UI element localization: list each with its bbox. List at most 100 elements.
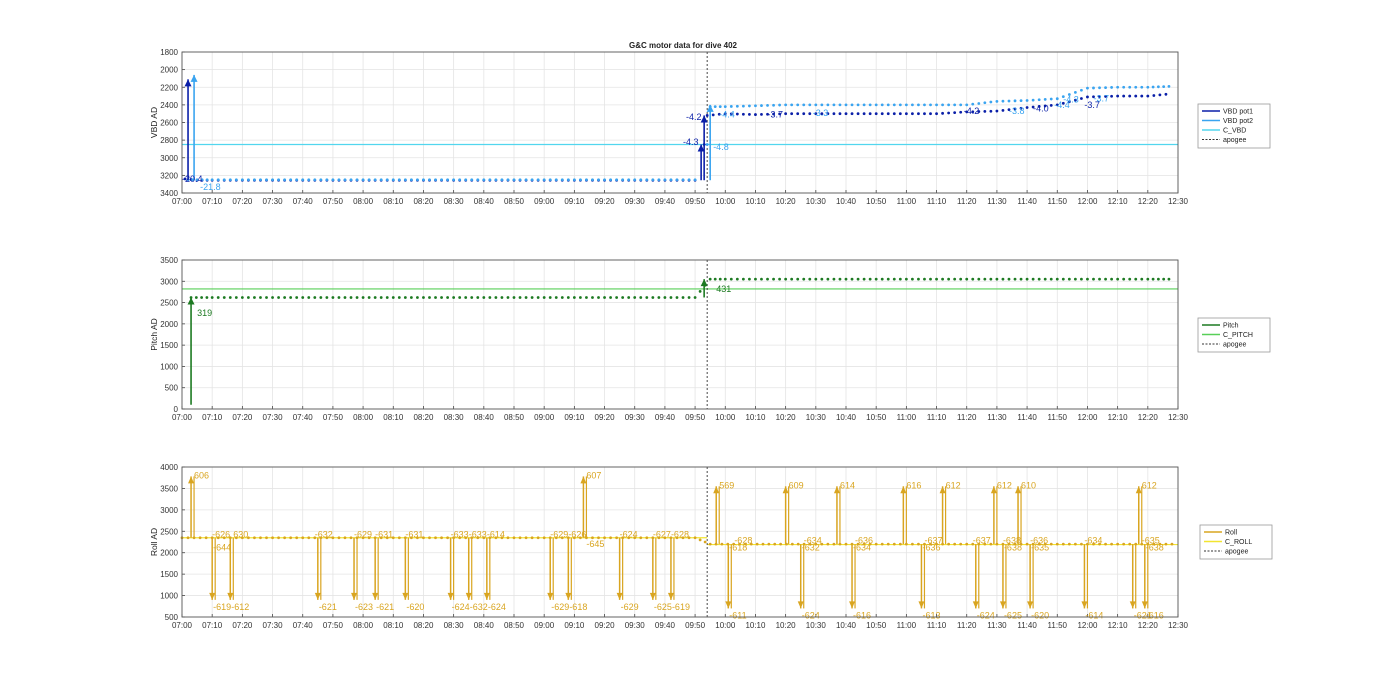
data-point xyxy=(1168,85,1171,88)
data-point xyxy=(476,296,479,299)
x-tick-label: 09:20 xyxy=(595,197,616,206)
data-point xyxy=(670,296,673,299)
pulse-label: -621 xyxy=(319,602,337,612)
x-tick-label: 08:20 xyxy=(413,621,434,630)
data-point xyxy=(313,178,316,181)
data-point xyxy=(869,112,872,115)
y-tick-label: 3000 xyxy=(160,154,178,163)
data-point xyxy=(229,178,232,181)
panel-1: 07:00 07:10 07:20 07:30 07:40 07:50 08:00 08:10… xyxy=(149,48,1270,206)
data-point xyxy=(694,178,697,181)
data-point xyxy=(664,178,667,181)
data-point xyxy=(802,103,805,106)
data-point xyxy=(917,112,920,115)
data-point xyxy=(531,536,534,539)
data-point xyxy=(724,105,727,108)
data-point xyxy=(790,278,793,281)
legend-entry: Pitch xyxy=(1223,323,1239,330)
data-label: -628 xyxy=(734,536,752,546)
data-point xyxy=(338,296,341,299)
data-point xyxy=(977,278,980,281)
data-point xyxy=(1068,278,1071,281)
data-point xyxy=(301,178,304,181)
data-point xyxy=(760,278,763,281)
data-point xyxy=(223,178,226,181)
data-point xyxy=(767,543,770,546)
data-point xyxy=(368,296,371,299)
x-tick-label: 10:50 xyxy=(866,413,887,422)
data-point xyxy=(1140,278,1143,281)
data-point xyxy=(1086,278,1089,281)
data-point xyxy=(356,296,359,299)
data-point xyxy=(820,278,823,281)
x-tick-label: 09:40 xyxy=(655,621,676,630)
data-point xyxy=(1092,87,1095,90)
data-point xyxy=(350,178,353,181)
data-point xyxy=(289,178,292,181)
x-tick-label: 10:20 xyxy=(776,413,797,422)
panel-2: 07:00 07:10 07:20 07:30 07:40 07:50 08:00 08:10… xyxy=(149,256,1270,422)
data-point xyxy=(1002,100,1005,103)
pulse-label: -611 xyxy=(729,610,746,620)
x-tick-label: 07:40 xyxy=(293,621,314,630)
data-point xyxy=(338,178,341,181)
data-point xyxy=(1110,543,1113,546)
data-point xyxy=(706,143,709,146)
data-label: -645 xyxy=(586,539,604,549)
data-point xyxy=(440,536,443,539)
data-point xyxy=(356,178,359,181)
x-tick-label: 08:10 xyxy=(383,197,404,206)
data-point xyxy=(446,296,449,299)
data-point xyxy=(881,543,884,546)
x-tick-label: 08:20 xyxy=(413,413,434,422)
data-point xyxy=(808,278,811,281)
data-point xyxy=(470,178,473,181)
data-point xyxy=(464,296,467,299)
data-point xyxy=(501,296,504,299)
data-point xyxy=(633,178,636,181)
data-label: -635 xyxy=(1142,536,1160,546)
data-point xyxy=(609,296,612,299)
x-tick-label: 09:40 xyxy=(655,197,676,206)
data-point xyxy=(525,536,528,539)
x-tick-label: 11:40 xyxy=(1017,413,1037,422)
x-tick-label: 10:50 xyxy=(866,621,887,630)
data-point xyxy=(398,296,401,299)
x-tick-label: 09:50 xyxy=(685,621,706,630)
data-label: -614 xyxy=(487,530,505,540)
data-label: -636 xyxy=(1030,536,1048,546)
data-point xyxy=(714,105,717,108)
data-point xyxy=(206,296,209,299)
data-point xyxy=(736,113,739,116)
x-tick-label: 07:10 xyxy=(202,621,223,630)
data-point xyxy=(482,296,485,299)
legend-entry: C_VBD xyxy=(1223,128,1246,135)
data-point xyxy=(1044,278,1047,281)
data-point xyxy=(899,278,902,281)
pulse-label: 607 xyxy=(586,470,601,480)
data-point xyxy=(989,101,992,104)
data-point xyxy=(694,536,697,539)
data-point xyxy=(965,278,968,281)
data-point xyxy=(1110,86,1113,89)
x-tick-label: 09:00 xyxy=(534,197,555,206)
pulse-label: 606 xyxy=(194,470,209,480)
x-tick-label: 11:50 xyxy=(1048,621,1068,630)
data-point xyxy=(603,296,606,299)
y-tick-label: 2000 xyxy=(160,66,178,75)
data-point xyxy=(1050,278,1053,281)
data-point xyxy=(211,178,214,181)
data-point xyxy=(1171,543,1174,546)
pulse-label: 610 xyxy=(1021,480,1036,490)
data-label: -629 xyxy=(354,530,372,540)
data-point xyxy=(211,296,214,299)
data-point xyxy=(857,278,860,281)
data-point xyxy=(657,296,660,299)
x-tick-label: 09:40 xyxy=(655,413,676,422)
x-tick-label: 08:50 xyxy=(504,621,525,630)
data-point xyxy=(561,178,564,181)
data-point xyxy=(549,178,552,181)
data-point xyxy=(875,103,878,106)
x-tick-label: 08:40 xyxy=(474,621,495,630)
